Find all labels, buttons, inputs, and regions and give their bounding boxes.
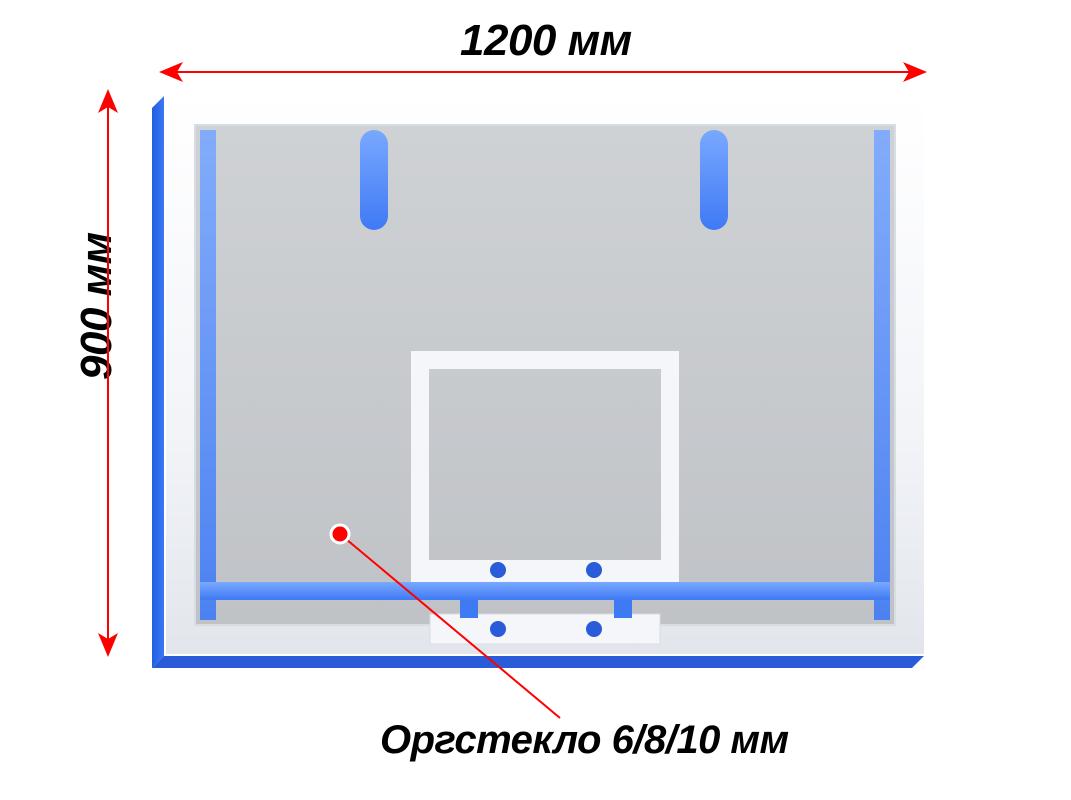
diagram-svg	[0, 0, 1071, 800]
blue-crossbar	[200, 582, 890, 600]
diagram-stage: 1200 мм 900 мм Оргстекло 6/8/10 мм	[0, 0, 1071, 800]
mount-plate	[430, 614, 660, 644]
